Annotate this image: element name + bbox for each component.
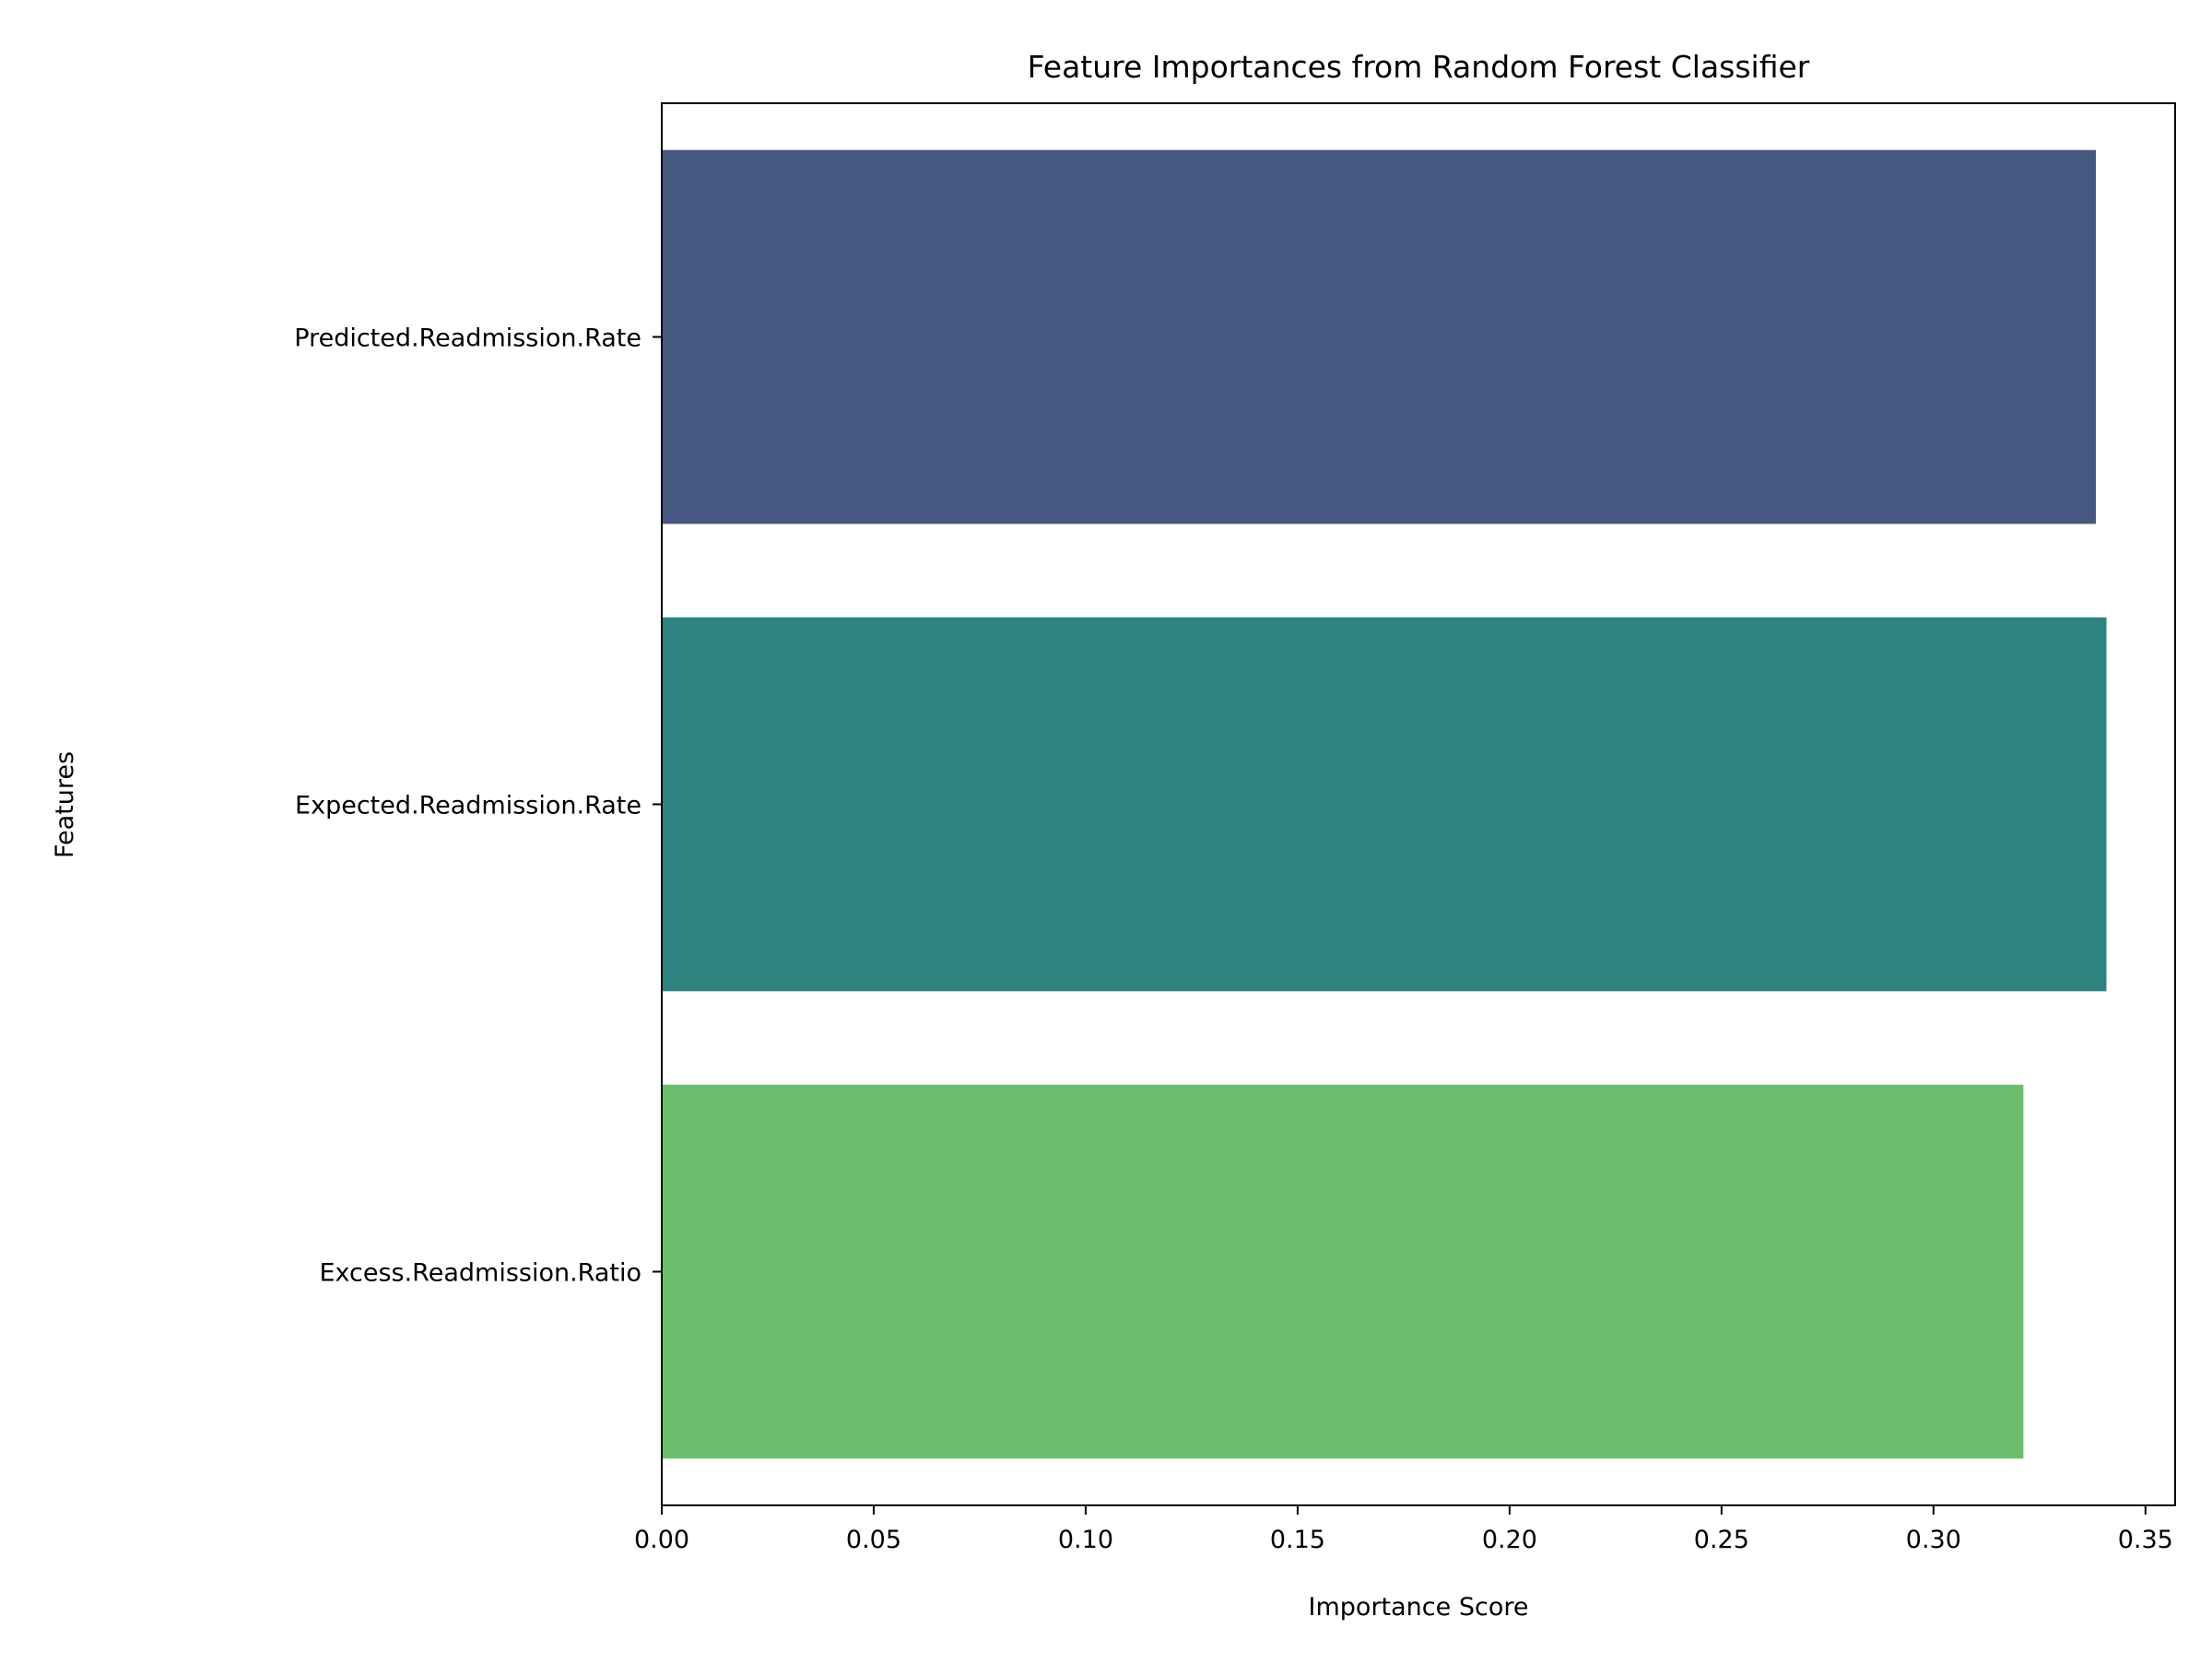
- y-tick-label: Excess.Readmission.Ratio: [319, 1259, 641, 1288]
- x-tick-label: 0.05: [846, 1526, 901, 1554]
- x-tick-label: 0.10: [1058, 1526, 1113, 1554]
- x-tick-label: 0.20: [1482, 1526, 1537, 1554]
- plot-frame: [661, 102, 2176, 1506]
- y-tick-label: Predicted.Readmission.Rate: [294, 324, 641, 353]
- chart-title: Feature Importances from Random Forest C…: [1028, 49, 1810, 85]
- bar: [662, 1084, 2024, 1459]
- bar: [662, 149, 2096, 525]
- x-tick-label: 0.25: [1694, 1526, 1749, 1554]
- x-tick-label: 0.30: [1906, 1526, 1961, 1554]
- bar: [662, 617, 2107, 992]
- x-axis-label: Importance Score: [1309, 1593, 1529, 1622]
- y-tick-label: Expected.Readmission.Rate: [295, 792, 641, 820]
- y-axis-label: Features: [51, 751, 79, 858]
- x-tick-label: 0.15: [1270, 1526, 1325, 1554]
- y-axis: Predicted.Readmission.Rate Expected.Readm…: [294, 324, 662, 1288]
- x-tick-label: 0.35: [2118, 1526, 2173, 1554]
- x-axis: 0.00 0.05 0.10 0.15 0.20 0.25 0.30 0.35: [634, 1505, 2173, 1554]
- x-tick-label: 0.00: [634, 1526, 689, 1554]
- bars-group: [662, 149, 2107, 1459]
